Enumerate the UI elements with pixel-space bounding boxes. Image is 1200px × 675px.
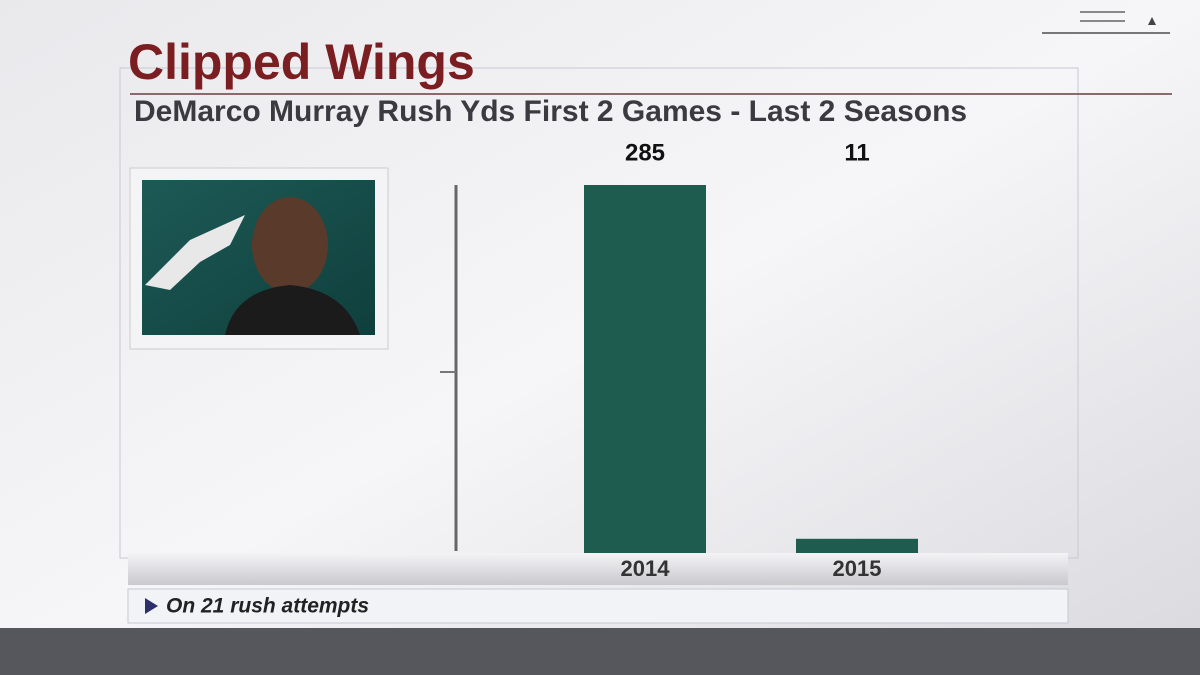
chart-subtitle: DeMarco Murray Rush Yds First 2 Games - … [134, 95, 967, 128]
footnote-arrow [145, 598, 158, 614]
bottom-band [0, 628, 1200, 675]
value-label: 11 [844, 139, 869, 166]
bar [796, 538, 918, 553]
x-tick-label: 2014 [621, 556, 671, 581]
footnote-bar [127, 588, 1069, 624]
player [252, 197, 328, 293]
menu-arrow [1148, 17, 1156, 25]
x-tick-label: 2015 [833, 556, 882, 581]
category-strip [128, 553, 1068, 585]
footnote: On 21 rush attempts [166, 595, 369, 618]
value-label: 285 [625, 139, 665, 166]
player-jersey [225, 285, 360, 335]
bar [584, 185, 706, 553]
logo [145, 215, 245, 290]
chart-title: Clipped Wings [128, 34, 475, 90]
